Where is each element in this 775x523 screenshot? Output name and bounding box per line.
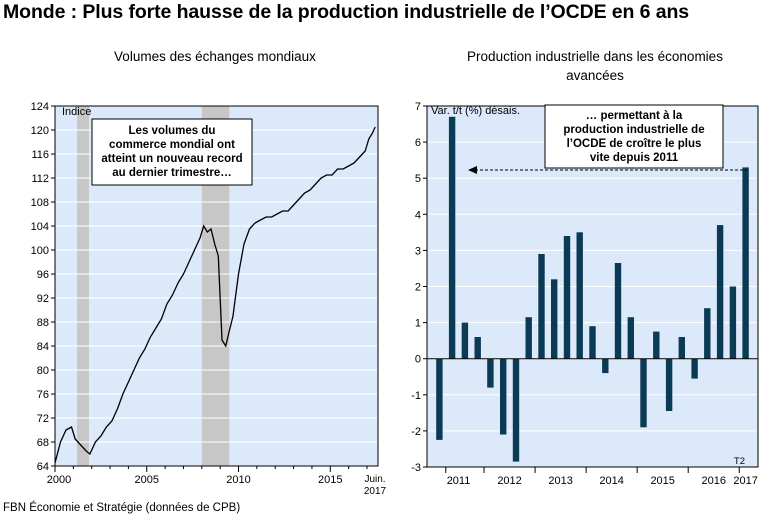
left-y-tick-label: 88 (37, 317, 49, 329)
left-y-tick-label: 96 (37, 269, 49, 281)
left-y-tick-label: 120 (31, 125, 49, 137)
left-y-tick-label: 124 (31, 101, 49, 113)
left-x-last-label-line2: 2017 (364, 486, 387, 497)
left-annotation-line3: atteint un nouveau record (101, 153, 242, 165)
left-annotation-box: Les volumes du commerce mondial ont atte… (91, 118, 253, 186)
left-y-tick-label: 108 (31, 197, 49, 209)
right-chart-title-line2: avancées (566, 68, 624, 83)
left-chart-title: Volumes des échanges mondiaux (114, 49, 316, 64)
left-x-last-label-line1: Juin. (364, 474, 385, 485)
left-y-tick-label: 80 (37, 365, 49, 377)
left-y-tick-label: 100 (31, 245, 49, 257)
left-y-tick-label: 104 (31, 221, 49, 233)
left-y-tick-label: 76 (37, 389, 49, 401)
left-y-tick-label: 84 (37, 341, 49, 353)
left-x-tick-label: 2000 (47, 474, 71, 486)
left-annotation-line2: commerce mondial ont (109, 139, 235, 151)
left-y-unit-label: Indice (62, 106, 91, 118)
left-y-tick-label: 72 (37, 413, 49, 425)
left-annotation-line1: Les volumes du (129, 125, 216, 137)
left-plot-frame (54, 105, 379, 467)
right-chart-title: Production industrielle dans les économi… (420, 47, 770, 85)
left-y-tick-label: 92 (37, 293, 49, 305)
left-y-tick-label: 112 (31, 173, 49, 185)
left-y-tick-label: 116 (31, 149, 49, 161)
left-y-tick-label: 64 (37, 461, 49, 473)
left-x-tick-label: 2010 (226, 474, 250, 486)
page-title: Monde : Plus forte hausse de la producti… (3, 1, 690, 23)
source-note: FBN Économie et Stratégie (données de CP… (3, 502, 241, 514)
left-x-tick-label: 2015 (318, 474, 342, 486)
left-annotation-line4: au dernier trimestre… (112, 167, 232, 179)
left-x-tick-label: 2005 (135, 474, 159, 486)
right-chart-title-line1: Production industrielle dans les économi… (467, 49, 723, 64)
left-y-tick-label: 68 (37, 437, 49, 449)
trade-volume-series-line (54, 126, 376, 464)
recession-band-1 (77, 106, 89, 466)
